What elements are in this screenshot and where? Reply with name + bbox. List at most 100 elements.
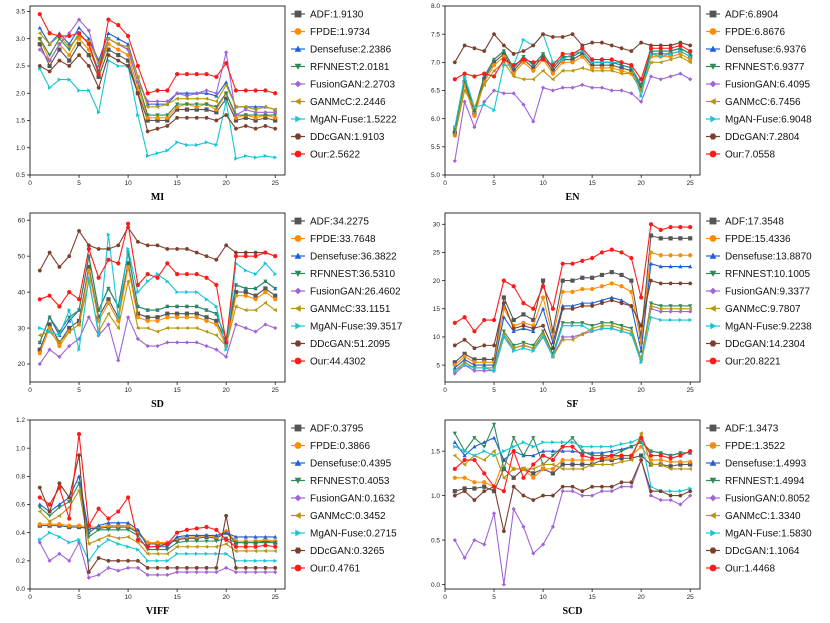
data-point-ddcgan: [521, 323, 526, 328]
data-point-our: [678, 224, 683, 230]
data-point-our: [629, 453, 634, 458]
data-point-adf: [76, 42, 82, 47]
data-point-mgan-fuse: [531, 444, 536, 449]
data-point-mgan-fuse: [165, 558, 170, 563]
x-tick-label: 5: [77, 594, 81, 601]
data-point-ganmcc: [145, 551, 150, 556]
legend-label-mgan-fuse: MgAN-Fuse:9.2238: [725, 322, 812, 333]
data-point-ddcgan: [47, 509, 52, 514]
legend-label-adf: ADF:34.2275: [310, 217, 369, 228]
data-point-ganmcc: [629, 457, 634, 463]
data-point-our: [116, 22, 121, 28]
data-point-adf: [482, 77, 487, 82]
data-point-ganmcc: [224, 541, 228, 547]
data-point-ddcgan: [204, 254, 209, 258]
data-point-ganmcc: [678, 54, 683, 59]
data-point-ddcgan: [86, 570, 91, 574]
data-point-ganmcc: [243, 104, 248, 109]
data-point-densefuse: [521, 326, 526, 331]
legend-entry-our: Our:1.4468: [706, 564, 775, 575]
series-our: [452, 43, 693, 82]
series-line-densefuse: [39, 474, 276, 548]
data-point-fpde: [165, 315, 170, 320]
data-point-ddcgan: [521, 493, 526, 498]
legend-marker-fusiongan: [709, 80, 717, 88]
data-point-adf: [599, 272, 605, 278]
legend-entry-densefuse: Densefuse:36.3822: [291, 252, 397, 263]
y-tick-label: 0.8: [16, 474, 25, 481]
y-tick-label: 1.0: [431, 493, 440, 500]
data-point-fpde: [531, 475, 536, 480]
legend-label-ddcgan: DDcGAN:1.1064: [725, 546, 800, 557]
legend-marker-ddcgan: [294, 133, 302, 140]
data-point-ganmcc: [619, 326, 624, 331]
data-point-our: [599, 250, 605, 255]
data-point-our: [194, 526, 199, 531]
data-point-mgan-fuse: [521, 37, 526, 42]
data-point-fpde: [599, 284, 605, 289]
data-point-ganmcc: [175, 96, 179, 101]
data-point-ganmcc: [184, 96, 189, 101]
data-point-ddcgan: [67, 64, 72, 68]
data-point-mgan-fuse: [273, 558, 278, 563]
data-point-fpde: [688, 57, 693, 62]
legend-label-densefuse: Densefuse:36.3822: [310, 252, 397, 263]
data-point-mgan-fuse: [214, 142, 219, 148]
legend-label-densefuse: Densefuse:6.9376: [725, 45, 807, 56]
data-point-ddcgan: [76, 53, 82, 57]
data-point-fpde: [57, 522, 62, 527]
data-point-mgan-fuse: [96, 544, 101, 549]
data-point-ganmcc: [550, 77, 555, 82]
legend-label-mgan-fuse: MgAN-Fuse:1.5830: [725, 529, 812, 540]
data-point-densefuse: [491, 435, 497, 440]
data-point-fpde: [668, 459, 673, 464]
data-point-mgan-fuse: [136, 547, 140, 552]
legend-label-fpde: FPDE:15.4336: [725, 234, 791, 245]
data-point-our: [76, 297, 82, 302]
data-point-adf: [511, 68, 516, 73]
data-point-mgan-fuse: [116, 63, 121, 69]
data-point-adf: [204, 315, 209, 320]
data-point-rfnnest: [501, 467, 506, 472]
plot-frame: [444, 5, 701, 176]
data-point-ddcgan: [678, 40, 683, 45]
data-point-mgan-fuse: [214, 551, 219, 556]
data-point-densefuse: [472, 444, 477, 449]
data-point-our: [175, 530, 180, 535]
legend-label-fusiongan: FusionGAN:0.1632: [310, 494, 395, 505]
data-point-ganmcc: [37, 333, 42, 338]
data-point-ganmcc: [233, 548, 238, 554]
data-point-ganmcc: [511, 74, 516, 79]
data-point-fusiongan: [629, 484, 634, 489]
y-tick-label: 0.6: [16, 502, 25, 509]
data-point-mgan-fuse: [185, 142, 190, 148]
data-point-mgan-fuse: [570, 323, 575, 328]
data-point-fusiongan: [619, 88, 624, 93]
data-point-densefuse: [106, 31, 111, 35]
data-point-rfnnest: [619, 63, 624, 68]
data-point-ganmcc: [619, 459, 624, 464]
data-point-rfnnest: [668, 304, 673, 309]
data-point-ddcgan: [233, 566, 239, 570]
legend-entry-ddcgan: DDcGAN:7.2804: [706, 132, 800, 143]
data-point-our: [135, 282, 140, 288]
data-point-mgan-fuse: [590, 329, 595, 334]
x-tick-label: 15: [173, 594, 181, 601]
panel-sd: 0 5 10 15 20 25 20 30 40 50 60 ADF:34.2275 FPDE:33.7…: [0, 207, 415, 414]
legend-marker-adf: [294, 10, 302, 18]
data-point-fpde: [106, 300, 111, 305]
legend-marker-our: [294, 150, 302, 158]
data-point-fpde: [135, 315, 140, 320]
data-point-mgan-fuse: [482, 449, 487, 454]
legend-entry-ddcgan: DDcGAN:0.3265: [291, 546, 385, 557]
data-point-rfnnest: [67, 47, 72, 52]
data-point-mgan-fuse: [580, 323, 585, 328]
data-point-ddcgan: [224, 243, 229, 248]
data-point-fpde: [145, 115, 150, 120]
data-point-fpde: [116, 523, 121, 528]
chart-svg-en: 0 5 10 15 20 25 5.0 5.5 6.0 6.5 7.0 7.5 8.0 ADF:6.890…: [431, 3, 812, 203]
y-tick-label: 7.0: [431, 60, 440, 67]
data-point-fpde: [482, 480, 487, 485]
data-point-ddcgan: [619, 46, 624, 51]
y-tick-label: 1.2: [16, 417, 25, 424]
